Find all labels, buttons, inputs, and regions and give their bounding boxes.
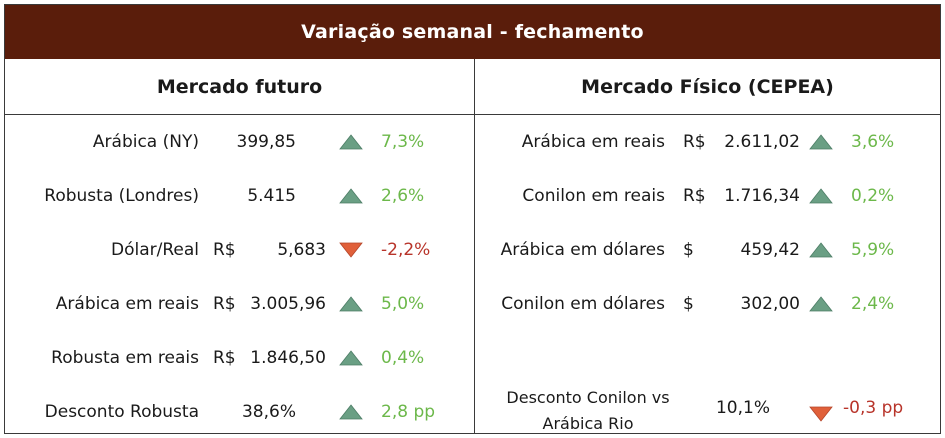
futures-row: Robusta em reais R$ 1.846,50 0,4% <box>5 343 475 373</box>
row-value: 3.005,96 <box>250 294 326 314</box>
up-arrow-icon <box>809 134 833 150</box>
change-value: 7,3% <box>381 132 425 152</box>
currency-symbol: R$ <box>213 294 236 314</box>
row-value: 399,85 <box>236 132 296 152</box>
row-value: 459,42 <box>740 240 800 260</box>
row-label-line1: Desconto Conilon vs <box>506 388 670 407</box>
physical-row: Conilon em dólares $302,00 2,4% <box>475 289 940 319</box>
change-value: 5,9% <box>851 240 895 260</box>
currency-symbol: R$ <box>213 348 236 368</box>
page-title: Variação semanal - fechamento <box>301 21 644 43</box>
physical-discount-row: Desconto Conilon vs Arábica Rio 10,1% -0,3 … <box>475 385 940 437</box>
change-value: 5,0% <box>381 294 425 314</box>
row-label: Desconto Conilon vs Arábica Rio <box>493 385 683 437</box>
change-value: 2,8 pp <box>381 402 436 422</box>
up-arrow-icon <box>339 134 363 150</box>
change-value: 0,2% <box>851 186 895 206</box>
physical-market-header: Mercado Físico (CEPEA) <box>475 59 940 115</box>
futures-market-header: Mercado futuro <box>5 59 475 115</box>
physical-market-title: Mercado Físico (CEPEA) <box>581 75 834 98</box>
futures-market-title: Mercado futuro <box>156 75 323 98</box>
up-arrow-icon <box>339 350 363 366</box>
down-arrow-icon <box>339 242 363 258</box>
futures-row: Desconto Robusta 38,6% 2,8 pp <box>5 397 475 427</box>
physical-row: Arábica em dólares $459,42 5,9% <box>475 235 940 265</box>
row-value: 5,683 <box>277 240 326 260</box>
change-value: 2,4% <box>851 294 895 314</box>
row-label: Arábica em reais <box>521 132 665 152</box>
row-label: Robusta (Londres) <box>44 186 199 206</box>
row-value: 38,6% <box>241 402 296 422</box>
row-label: Conilon em reais <box>522 186 665 206</box>
currency-symbol: R$ <box>683 186 706 206</box>
up-arrow-icon <box>809 296 833 312</box>
row-value: 2.611,02 <box>724 132 800 152</box>
title-bar: Variação semanal - fechamento <box>5 5 940 59</box>
row-value: 302,00 <box>740 294 800 314</box>
currency-symbol: $ <box>683 240 694 260</box>
up-arrow-icon <box>809 188 833 204</box>
futures-row: Dólar/Real R$ 5,683 -2,2% <box>5 235 475 265</box>
row-value: 1.716,34 <box>724 186 800 206</box>
change-value: -2,2% <box>381 240 431 260</box>
futures-row: Robusta (Londres) 5.415 2,6% <box>5 181 475 211</box>
currency-symbol: R$ <box>683 132 706 152</box>
row-value: 10,1% <box>715 398 770 418</box>
row-label: Dólar/Real <box>111 240 199 260</box>
currency-symbol: R$ <box>213 240 236 260</box>
change-value: -0,3 pp <box>843 398 904 418</box>
up-arrow-icon <box>809 242 833 258</box>
physical-row: Arábica em reais R$ 2.611,02 3,6% <box>475 127 940 157</box>
weekly-variation-card: Variação semanal - fechamento Mercado fu… <box>4 4 941 434</box>
row-value: 5.415 <box>247 186 296 206</box>
row-label: Robusta em reais <box>51 348 199 368</box>
column-divider <box>474 115 475 433</box>
row-label: Arábica em dólares <box>500 240 665 260</box>
row-label: Arábica em reais <box>55 294 199 314</box>
row-label: Conilon em dólares <box>501 294 665 314</box>
up-arrow-icon <box>339 296 363 312</box>
change-value: 3,6% <box>851 132 895 152</box>
currency-symbol: $ <box>683 294 694 314</box>
change-value: 2,6% <box>381 186 425 206</box>
up-arrow-icon <box>339 188 363 204</box>
futures-row: Arábica (NY) 399,85 7,3% <box>5 127 475 157</box>
physical-row: Conilon em reais R$ 1.716,34 0,2% <box>475 181 940 211</box>
row-label-line2: Arábica Rio <box>542 414 634 433</box>
futures-row: Arábica em reais R$ 3.005,96 5,0% <box>5 289 475 319</box>
row-label: Arábica (NY) <box>92 132 199 152</box>
up-arrow-icon <box>339 404 363 420</box>
row-value: 1.846,50 <box>250 348 326 368</box>
change-value: 0,4% <box>381 348 425 368</box>
row-label: Desconto Robusta <box>44 402 199 422</box>
down-arrow-icon <box>809 406 833 422</box>
